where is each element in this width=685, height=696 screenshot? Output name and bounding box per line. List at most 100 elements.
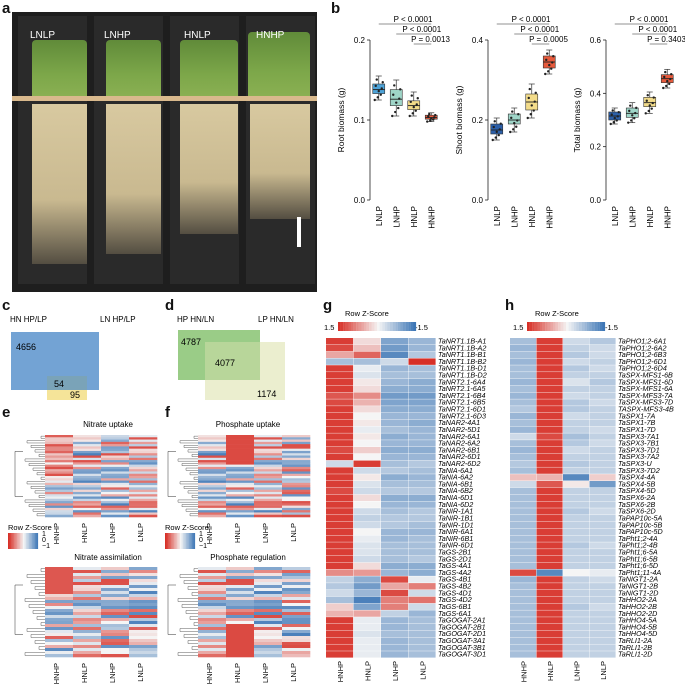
heatmap-cell	[45, 478, 74, 481]
heatmap-cell	[226, 651, 255, 655]
heatmap-cell	[381, 521, 409, 529]
heatmap-cell	[353, 474, 381, 481]
heatmap-cell	[101, 582, 130, 586]
heatmap-cell	[226, 498, 255, 502]
heatmap-cell	[254, 512, 283, 516]
heatmap-cell	[563, 467, 590, 474]
heatmap-cell	[226, 514, 255, 518]
heatmap-cell	[510, 623, 537, 631]
heatmap-cell	[129, 512, 158, 516]
heatmap-cell	[536, 610, 563, 617]
heatmap-cell	[73, 573, 102, 577]
heatmap-cell	[129, 462, 158, 465]
heatmap-cell	[254, 501, 283, 504]
legend-gradient	[21, 533, 24, 549]
data-point	[651, 101, 654, 105]
shoots	[180, 40, 238, 98]
heatmap-cell	[326, 440, 354, 447]
heatmap-cell	[101, 471, 130, 475]
heatmap-cell	[254, 615, 283, 619]
heatmap-cell	[563, 419, 590, 427]
heatmap-cell	[326, 453, 354, 461]
venn-c-overlap	[47, 376, 87, 390]
heatmap-cell	[353, 392, 381, 399]
heatmap-cell	[510, 644, 537, 651]
roots	[32, 104, 87, 264]
legend-gradient	[555, 322, 559, 331]
heatmap-cell	[198, 514, 227, 518]
heatmap-cell	[282, 591, 311, 595]
heatmap-cell	[198, 639, 227, 643]
heatmap-cell	[226, 496, 255, 500]
legend-gradient	[553, 322, 556, 331]
heatmap-cell	[282, 618, 311, 622]
heatmap-cell	[45, 645, 74, 649]
heatmap-cell	[101, 489, 130, 493]
heatmap-cell	[226, 591, 255, 595]
data-point	[517, 113, 520, 116]
data-point	[376, 96, 379, 99]
gene-label: TaNRT2.1-6A5	[438, 384, 487, 393]
heatmap-cell	[282, 630, 311, 634]
heatmap-cell	[45, 654, 74, 658]
heatmap-cell	[589, 399, 616, 406]
heatmap-cell	[510, 467, 537, 474]
heatmap-cell	[510, 480, 537, 488]
dendrogram-branch	[38, 454, 45, 457]
heatmap-cell	[198, 503, 227, 506]
heatmap-col-label: HNHP	[205, 663, 214, 684]
heatmap-cell	[101, 448, 130, 452]
heatmap-cell	[282, 501, 311, 504]
heatmap-cell	[101, 600, 130, 604]
heatmap-cell	[282, 612, 311, 616]
heatmap-cell	[563, 344, 590, 352]
heatmap-cell	[254, 579, 283, 583]
heatmap-cell	[408, 460, 436, 467]
heatmap-cell	[254, 466, 283, 470]
heatmap-cell	[129, 597, 158, 601]
p-value: P < 0.0001	[394, 15, 433, 24]
heatmap-cell	[589, 406, 616, 413]
heatmap-cell	[510, 562, 537, 570]
heatmap-cell	[536, 378, 563, 386]
dendrogram-branch	[177, 458, 198, 462]
heatmap-cell	[226, 435, 255, 438]
heatmap-cell	[282, 627, 311, 631]
heatmap-cell	[563, 589, 590, 597]
heatmap-col-label: HNHP	[52, 523, 61, 544]
heatmap-cell	[226, 455, 255, 459]
heatmap-cell	[101, 505, 130, 509]
panel-label-b: b	[331, 0, 341, 17]
heatmap-col-label: LNHP	[108, 663, 117, 683]
heatmap-cell	[563, 569, 590, 576]
heatmap-cell	[73, 437, 102, 440]
dendrogram-branch	[191, 646, 198, 650]
heatmap-cell	[408, 644, 436, 651]
dendrogram-branch	[24, 652, 45, 656]
heatmap-cell	[129, 491, 158, 495]
heatmap-cell	[282, 498, 311, 502]
heatmap-cell	[282, 441, 311, 445]
heatmap-cell	[353, 651, 381, 658]
legend-gradient	[592, 322, 595, 331]
x-tick-label: HNLP	[528, 206, 537, 227]
gene-label: TaRLI1-2D	[618, 650, 653, 659]
data-point	[491, 138, 494, 142]
dendrogram-branch	[26, 481, 45, 485]
legend-gradient	[174, 533, 176, 549]
dendrogram-branch	[193, 476, 198, 480]
heatmap-cell	[510, 378, 537, 386]
heatmap-cell	[73, 485, 102, 488]
legend-gradient	[35, 533, 37, 549]
heatmap-cell	[254, 645, 283, 649]
heatmap-cell	[563, 358, 590, 365]
heatmap-cell	[408, 378, 436, 386]
heatmap-cell	[45, 473, 74, 477]
gene-label: TaNAR2-6A2	[438, 439, 480, 448]
gene-label: TASPX-MFS3-4B	[618, 405, 674, 414]
heatmap-cell	[536, 549, 563, 556]
cluster-heatmaps-ef: Nitrate uptake Phosphate uptake Nitrate …	[8, 420, 311, 684]
venn-c-a-count: 4656	[16, 342, 36, 352]
dendrogram-branch	[183, 445, 198, 448]
heatmap-cell	[129, 627, 158, 631]
